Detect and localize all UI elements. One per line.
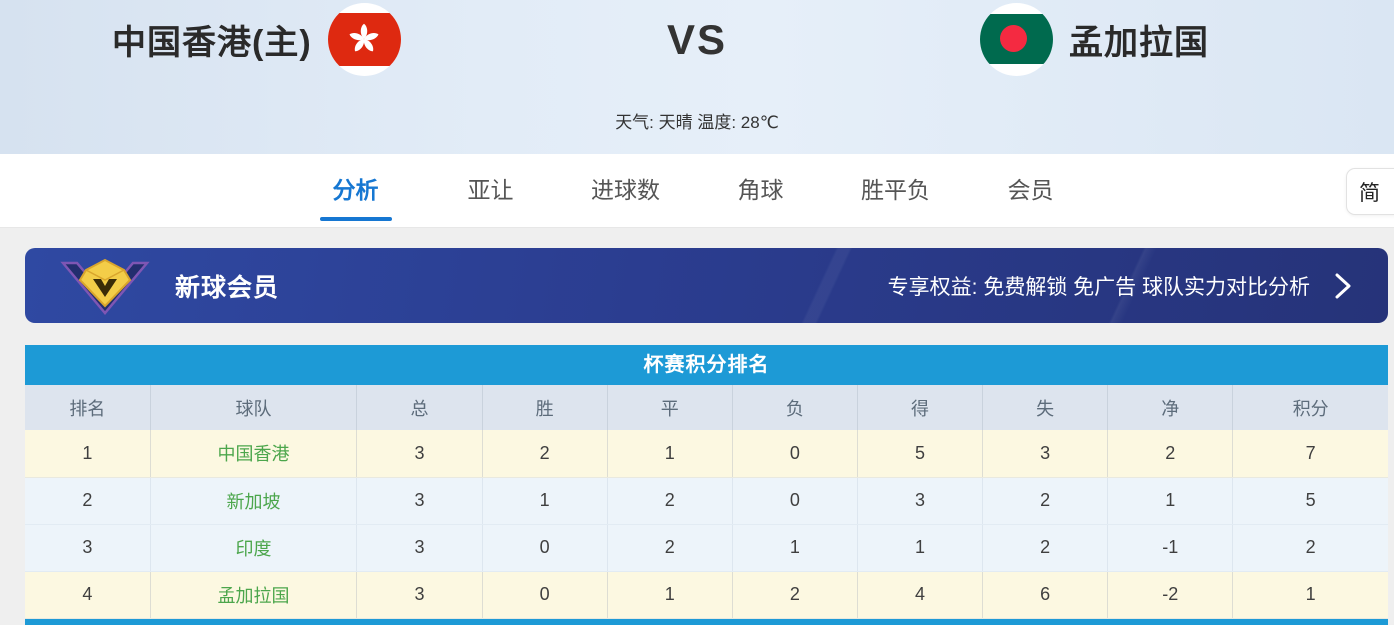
hong-kong-flag-icon	[327, 2, 401, 76]
next-section-header-bar	[25, 618, 1388, 625]
stat-cell: -1	[1107, 524, 1234, 572]
table-row: 4 孟加拉国 3 0 1 2 4 6 -2 1	[25, 571, 1388, 619]
stat-cell: 2	[607, 524, 733, 572]
team-link[interactable]: 新加坡	[226, 491, 281, 512]
standings-title: 杯赛积分排名	[25, 345, 1388, 385]
vip-banner-benefits: 专享权益: 免费解锁 免广告 球队实力对比分析	[887, 275, 1310, 299]
column-header: 总	[356, 385, 483, 430]
stat-cell: 1	[732, 524, 858, 572]
team-link[interactable]: 中国香港	[217, 444, 290, 465]
stat-cell: 2	[482, 430, 608, 478]
table-row: 1 中国香港 3 2 1 0 5 3 2 7	[25, 430, 1388, 478]
bangladesh-flag-icon	[980, 2, 1053, 76]
active-tab-underline	[319, 217, 392, 221]
tab-bar-tabs: 分析 亚让 进球数 角球 胜平负 会员	[0, 154, 1394, 227]
bauhinia-flower-icon	[349, 23, 379, 52]
simplified-chinese-button[interactable]: 简	[1346, 168, 1394, 215]
stat-cell: -2	[1107, 571, 1234, 619]
stat-cell: 5	[1232, 477, 1388, 525]
stat-cell: 3	[857, 477, 984, 525]
chevron-right-icon	[1335, 273, 1351, 298]
stat-cell: 2	[732, 571, 858, 619]
stat-cell: 0	[732, 430, 858, 478]
stat-cell: 1	[607, 430, 733, 478]
bangladesh-flag-field	[980, 14, 1053, 64]
stat-cell: 6	[982, 571, 1109, 619]
tab-win-draw-lose[interactable]: 胜平负	[861, 177, 930, 203]
stat-cell: 3	[356, 524, 483, 572]
stat-cell: 0	[482, 571, 608, 619]
column-header: 失	[982, 385, 1109, 430]
column-header: 平	[607, 385, 733, 430]
stat-cell: 2	[982, 524, 1109, 572]
stat-cell: 0	[482, 524, 608, 572]
tab-corners[interactable]: 角球	[737, 177, 784, 203]
column-header: 负	[732, 385, 858, 430]
vip-banner-title: 新球会员	[175, 273, 280, 302]
stat-cell: 4	[857, 571, 984, 619]
tab-goals[interactable]: 进球数	[591, 177, 660, 203]
stat-cell: 1	[1107, 477, 1234, 525]
table-row: 3 印度 3 0 2 1 1 2 -1 2	[25, 524, 1388, 572]
weather-text: 天气: 天晴 温度: 28℃	[615, 113, 779, 132]
stat-cell: 5	[857, 430, 984, 478]
away-team-name: 孟加拉国	[1069, 23, 1209, 62]
standings-header-row: 排名 球队总胜平负得失净积分	[25, 385, 1388, 430]
stat-cell: 7	[1232, 430, 1388, 478]
stat-cell: 3	[356, 477, 483, 525]
rank-cell: 4	[25, 571, 151, 619]
team-cell: 孟加拉国	[150, 571, 358, 619]
home-team-name: 中国香港(主)	[112, 23, 312, 62]
column-header: 积分	[1232, 385, 1388, 430]
team-link[interactable]: 孟加拉国	[217, 585, 290, 606]
stat-cell: 2	[607, 477, 733, 525]
tab-membership[interactable]: 会员	[1007, 177, 1054, 203]
match-header: 中国香港(主) VS 孟加拉国 天气	[0, 0, 1394, 154]
rank-cell: 2	[25, 477, 151, 525]
main-content: 新球会员 专享权益: 免费解锁 免广告 球队实力对比分析 杯赛积分排名 排名 球队…	[0, 228, 1394, 625]
bangladesh-flag-circle	[1000, 25, 1027, 52]
rank-cell: 1	[25, 430, 151, 478]
tab-analysis[interactable]: 分析	[288, 154, 423, 227]
stat-cell: 1	[1232, 571, 1388, 619]
stat-cell: 2	[1107, 430, 1234, 478]
stat-cell: 2	[982, 477, 1109, 525]
table-row: 2 新加坡 3 1 2 0 3 2 1 5	[25, 477, 1388, 525]
stat-cell: 3	[356, 571, 483, 619]
vip-banner-left: 新球会员	[57, 248, 279, 323]
team-cell: 新加坡	[150, 477, 358, 525]
stat-cell: 3	[356, 430, 483, 478]
stat-cell: 1	[857, 524, 984, 572]
column-header: 得	[857, 385, 984, 430]
vip-banner-right: 专享权益: 免费解锁 免广告 球队实力对比分析	[888, 248, 1352, 323]
standings-table: 排名 球队总胜平负得失净积分 1 中国香港 3 2 1 0 5 3 2 7 2 新加坡 3 1 2 0 3 2 1 5 3…	[25, 385, 1388, 619]
home-team-block: 中国香港(主)	[112, 0, 401, 78]
tab-asian-handicap[interactable]: 亚让	[467, 177, 514, 203]
hong-kong-flag-field	[327, 12, 401, 66]
team-cell: 印度	[150, 524, 358, 572]
column-header: 排名	[25, 385, 151, 430]
stat-cell: 0	[732, 477, 858, 525]
stat-cell: 1	[482, 477, 608, 525]
away-team-block: 孟加拉国	[980, 0, 1209, 78]
tab-bar: 分析 亚让 进球数 角球 胜平负 会员 简	[0, 154, 1394, 228]
column-header: 净	[1107, 385, 1234, 430]
stat-cell: 2	[1232, 524, 1388, 572]
stat-cell: 3	[982, 430, 1109, 478]
vip-banner[interactable]: 新球会员 专享权益: 免费解锁 免广告 球队实力对比分析	[25, 248, 1388, 323]
column-header: 胜	[482, 385, 608, 430]
rank-cell: 3	[25, 524, 151, 572]
vs-label: VS	[666, 16, 728, 63]
column-header: 球队	[150, 385, 358, 430]
team-cell: 中国香港	[150, 430, 358, 478]
team-link[interactable]: 印度	[235, 538, 272, 559]
stat-cell: 1	[607, 571, 733, 619]
diamond-vip-icon	[60, 258, 150, 315]
